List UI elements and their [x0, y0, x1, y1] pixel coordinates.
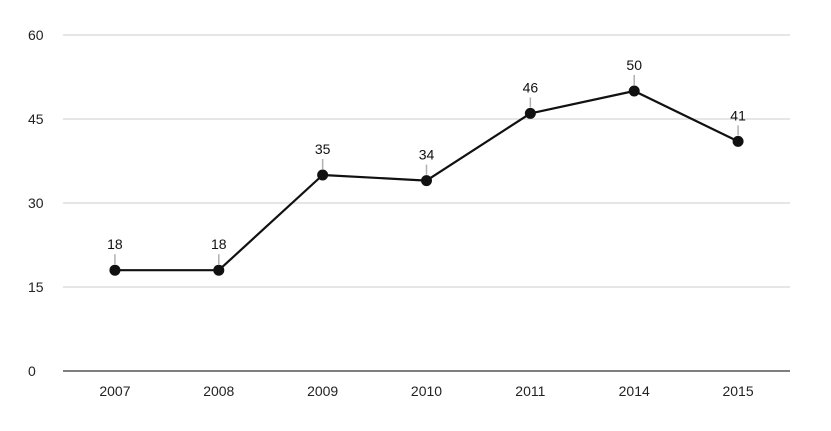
y-tick-label: 45 — [28, 111, 44, 127]
y-tick-label: 0 — [28, 363, 36, 379]
data-point — [109, 264, 121, 276]
data-points — [109, 85, 744, 276]
data-point — [628, 85, 640, 97]
x-tick-label: 2007 — [99, 383, 130, 399]
data-point — [317, 169, 329, 181]
data-point — [213, 264, 225, 276]
data-label: 34 — [419, 147, 435, 163]
data-label: 41 — [730, 107, 746, 123]
x-tick-label: 2010 — [411, 383, 442, 399]
gridlines — [63, 34, 790, 288]
data-labels: 18 18 35 34 46 50 41 — [107, 57, 746, 252]
data-label: 35 — [315, 141, 331, 157]
x-tick-label: 2008 — [203, 383, 234, 399]
y-tick-label: 30 — [28, 195, 44, 211]
x-tick-label: 2011 — [515, 383, 545, 399]
x-tick-label: 2009 — [307, 383, 338, 399]
x-tick-label: 2015 — [722, 383, 753, 399]
data-point — [421, 175, 432, 187]
y-tick-label: 60 — [28, 27, 44, 43]
data-point — [524, 107, 536, 119]
data-label: 50 — [626, 57, 642, 73]
data-label: 18 — [211, 236, 227, 252]
data-label: 46 — [523, 79, 539, 95]
y-axis-tick-labels: 0 15 30 45 60 — [28, 27, 44, 379]
data-label: 18 — [107, 236, 123, 252]
x-axis-tick-labels: 2007 2008 2009 2010 2011 2014 2015 — [99, 383, 754, 399]
leader-lines — [114, 75, 739, 265]
x-tick-label: 2014 — [619, 383, 650, 399]
y-tick-label: 15 — [28, 279, 44, 295]
data-point — [732, 135, 744, 147]
